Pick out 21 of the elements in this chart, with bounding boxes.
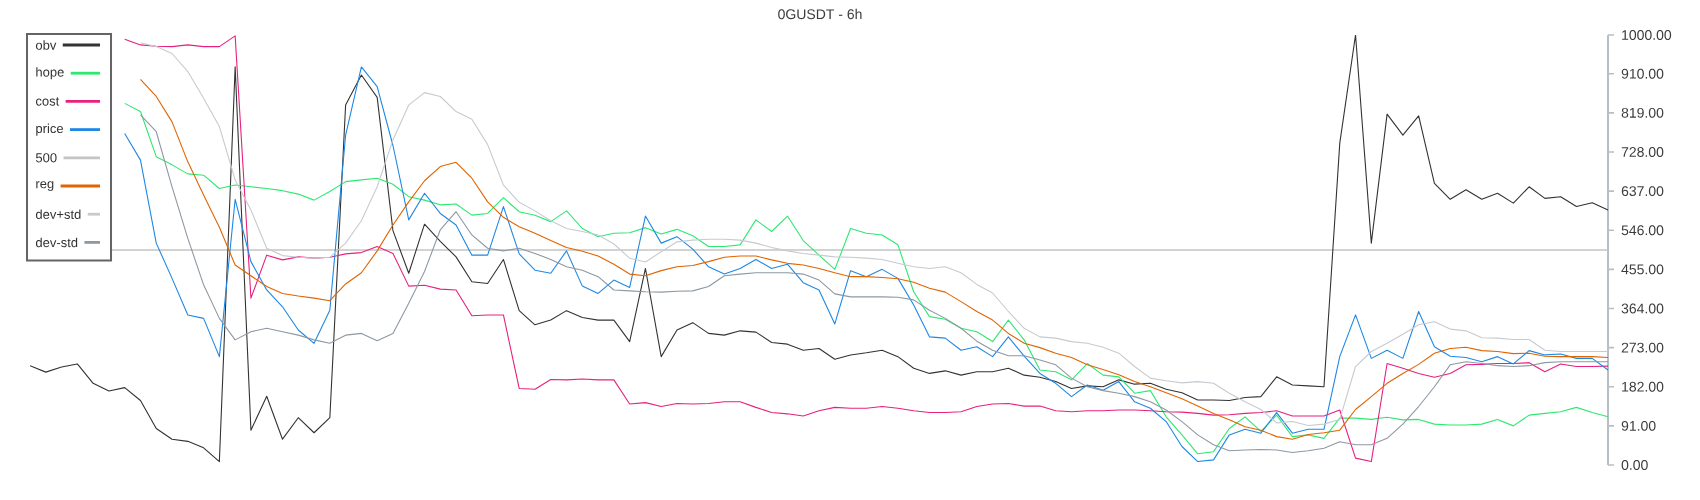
legend-label: price	[36, 123, 64, 136]
y-tick-label: 637.00	[1621, 186, 1664, 197]
y-tick-label: 728.00	[1621, 147, 1664, 157]
legend-label: dev+std	[35, 209, 81, 219]
y-tick-label: 1000.00	[1622, 30, 1672, 40]
y-tick-label: 819.00	[1621, 107, 1664, 118]
legend-label: obv	[35, 40, 57, 50]
y-tick-label: 455.00	[1621, 264, 1664, 275]
legend-label: dev-std	[35, 237, 78, 248]
y-tick-label: 182.00	[1622, 381, 1664, 392]
y-tick-label: 546.00	[1621, 225, 1664, 236]
legend-label: 500	[35, 153, 57, 163]
legend-label: reg	[36, 181, 54, 191]
chart-title: 0GUSDT - 6h	[778, 8, 862, 20]
legend-label: hope	[36, 67, 64, 80]
y-tick-label: 0.00	[1621, 460, 1648, 470]
y-tick-label: 91.00	[1621, 420, 1656, 431]
y-tick-label: 364.00	[1621, 303, 1664, 314]
y-tick-label: 910.00	[1621, 68, 1664, 79]
y-tick-label: 273.00	[1621, 342, 1664, 353]
legend-label: cost	[35, 97, 60, 106]
